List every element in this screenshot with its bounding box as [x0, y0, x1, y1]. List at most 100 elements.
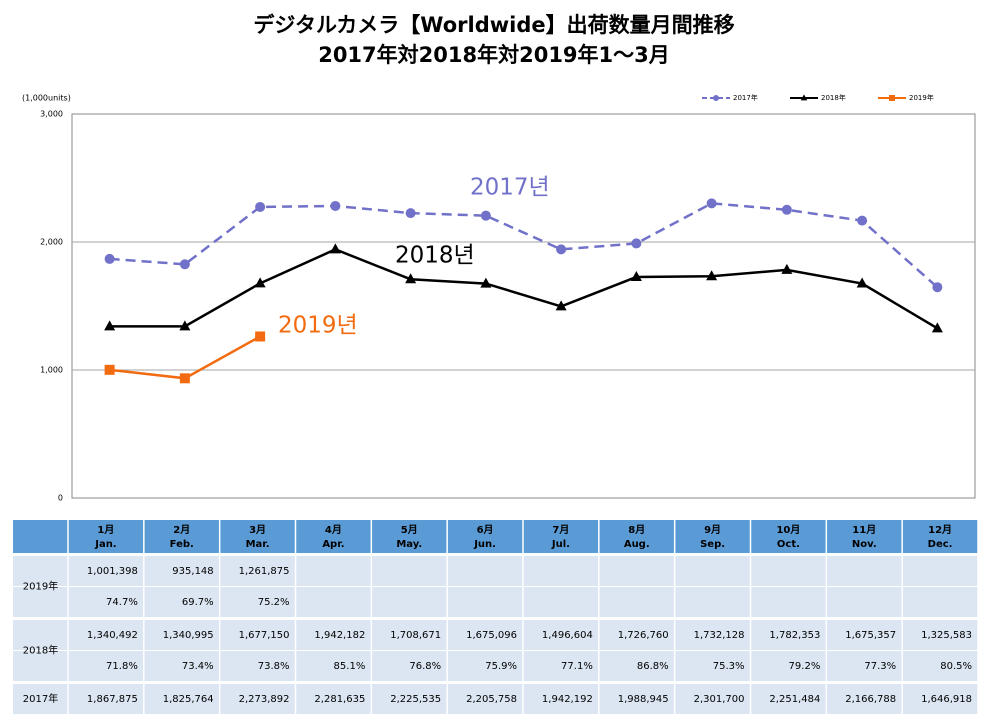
table-cell: 1,942,192	[542, 694, 593, 705]
data-point	[556, 244, 567, 255]
table-cell: 2,205,758	[466, 694, 517, 705]
chart-title: デジタルカメラ【Worldwide】出荷数量月間推移	[253, 13, 734, 37]
table-cell: 1,988,945	[618, 694, 669, 705]
legend-label: 2017年	[733, 93, 758, 102]
data-point	[932, 282, 943, 293]
table-cell: 1,708,671	[390, 630, 441, 641]
header-month: 9月	[704, 524, 721, 536]
header-month-en: Jun.	[473, 539, 496, 550]
table-cell: 76.8%	[409, 661, 441, 672]
table-row-bg	[13, 651, 978, 681]
table-cell: 74.7%	[106, 597, 138, 608]
y-axis-label: (1,000units)	[22, 94, 71, 103]
table-cell: 2,225,535	[390, 694, 441, 705]
series-line	[109, 248, 939, 330]
header-month: 5月	[401, 524, 418, 536]
table-cell: 1,732,128	[694, 630, 745, 641]
data-point	[255, 201, 266, 212]
header-month: 7月	[552, 524, 569, 536]
data-point	[857, 215, 868, 226]
table-cell: 73.8%	[258, 661, 290, 672]
data-point	[255, 331, 266, 342]
header-month-en: Sep.	[700, 539, 725, 550]
table-cell: 1,675,357	[845, 630, 896, 641]
y-tick-label: 2,000	[40, 238, 63, 247]
table-cell: 75.9%	[485, 661, 517, 672]
table-cell: 1,340,995	[163, 630, 214, 641]
row-label: 2018年	[23, 644, 58, 657]
table-cell: 1,942,182	[314, 630, 365, 641]
legend-label: 2019年	[909, 93, 934, 102]
header-month: 10月	[776, 524, 800, 536]
header-month-en: Dec.	[928, 539, 953, 550]
row-label: 2017年	[23, 692, 58, 705]
table-cell: 2,273,892	[239, 694, 290, 705]
header-month-en: Nov.	[852, 539, 877, 550]
table-cell: 86.8%	[637, 661, 669, 672]
legend-marker	[713, 95, 719, 101]
table-cell: 77.3%	[864, 661, 896, 672]
table-cell: 69.7%	[182, 597, 214, 608]
table-cell: 77.1%	[561, 661, 593, 672]
table-cell: 1,325,583	[921, 630, 972, 641]
table-cell: 1,646,918	[921, 694, 972, 705]
header-month: 6月	[477, 524, 494, 536]
y-tick-label: 1,000	[40, 366, 63, 375]
table-cell: 2,251,484	[769, 694, 820, 705]
table-cell: 85.1%	[334, 661, 366, 672]
table-cell: 71.8%	[106, 661, 138, 672]
row-label: 2019年	[23, 580, 58, 593]
header-month-en: Apr.	[322, 539, 344, 550]
data-point	[856, 277, 868, 288]
header-month: 11月	[852, 524, 876, 536]
table-row-bg	[13, 556, 978, 586]
data-point	[781, 204, 792, 215]
table-cell: 2,281,635	[314, 694, 365, 705]
y-tick-label: 0	[58, 494, 63, 503]
table-cell: 1,496,604	[542, 630, 593, 641]
data-point	[781, 263, 793, 274]
legend-marker	[800, 94, 808, 101]
header-month-en: Oct.	[777, 539, 800, 550]
header-month-en: Feb.	[170, 539, 194, 550]
table-cell: 79.2%	[789, 661, 821, 672]
data-point	[330, 200, 341, 211]
data-point	[179, 373, 190, 384]
table-cell: 2,301,700	[694, 694, 745, 705]
table-cell: 80.5%	[940, 661, 972, 672]
header-month: 3月	[249, 524, 266, 536]
data-point	[631, 238, 642, 249]
table-cell: 75.3%	[713, 661, 745, 672]
header-month: 8月	[628, 524, 645, 536]
data-point	[405, 208, 416, 219]
header-month: 12月	[928, 524, 952, 536]
data-point	[630, 270, 642, 281]
header-month: 1月	[97, 524, 114, 536]
data-point	[480, 277, 492, 288]
annotation: 2018년	[395, 243, 475, 269]
header-month-en: Jul.	[551, 539, 570, 550]
table-cell: 75.2%	[258, 597, 290, 608]
table-row-bg	[13, 587, 978, 617]
legend-label: 2018年	[821, 93, 846, 102]
data-point	[555, 300, 567, 311]
header-month: 2月	[173, 524, 190, 536]
table-cell: 1,867,875	[87, 694, 138, 705]
series-line	[109, 202, 939, 289]
table-cell: 73.4%	[182, 661, 214, 672]
table-row-bg	[13, 684, 978, 714]
legend-marker	[889, 95, 895, 101]
data-point	[104, 320, 116, 331]
data-point	[329, 243, 341, 254]
table-cell: 1,677,150	[239, 630, 290, 641]
header-month-en: May.	[396, 539, 422, 550]
data-point	[480, 210, 491, 221]
header-month-en: Aug.	[624, 539, 650, 550]
header-month-en: Mar.	[246, 539, 270, 550]
annotation: 2019년	[278, 313, 358, 339]
data-point	[179, 320, 191, 331]
table-cell: 1,782,353	[769, 630, 820, 641]
table-cell: 1,261,875	[239, 566, 290, 577]
data-point	[104, 364, 115, 375]
